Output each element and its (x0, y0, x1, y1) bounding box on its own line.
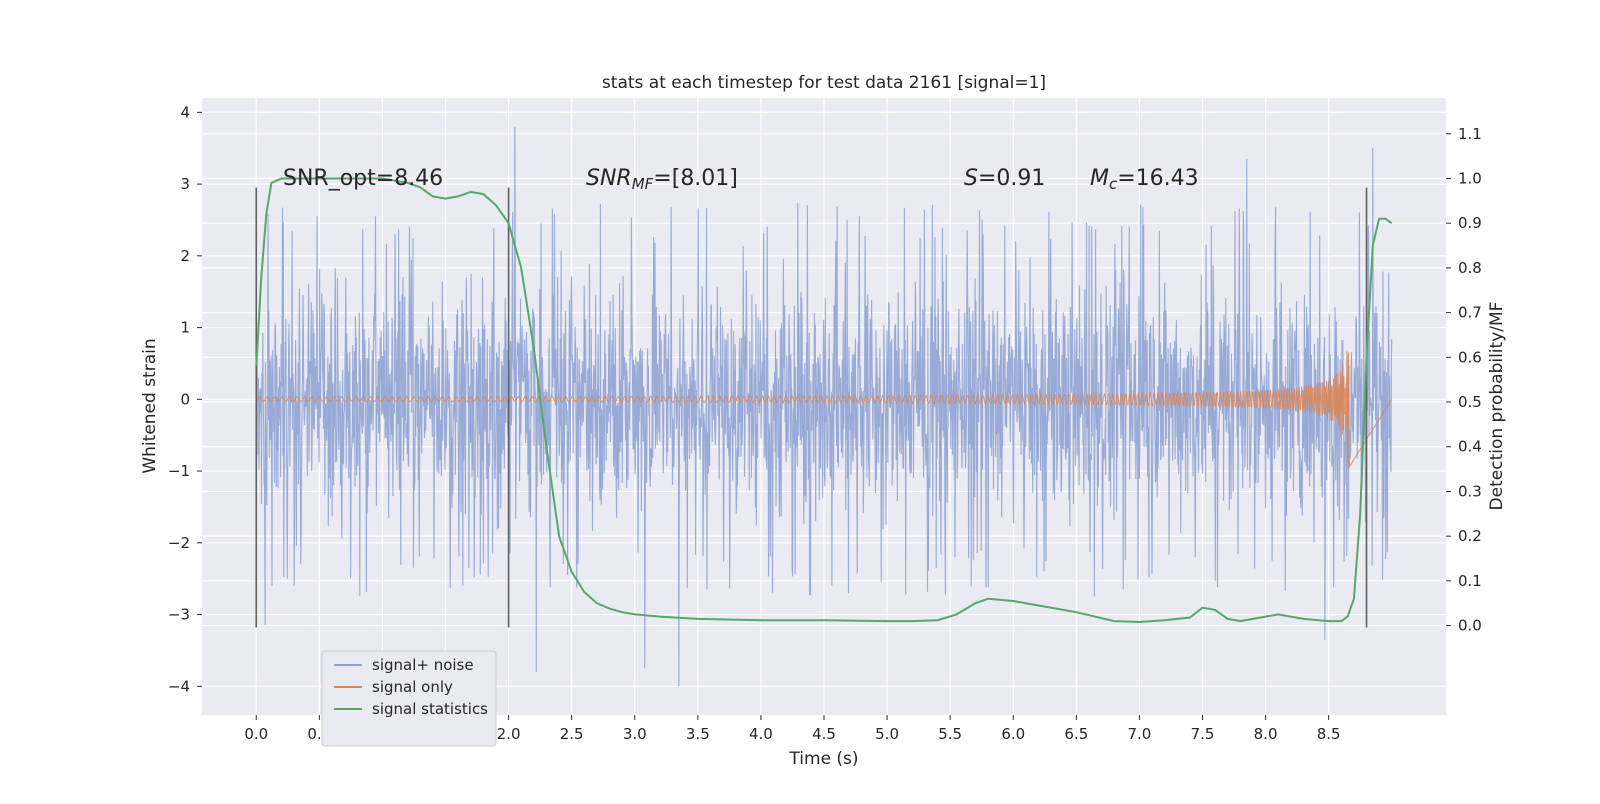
y2-tick-label-0.5: 0.5 (1458, 393, 1482, 411)
legend-label-signal-noise: signal+ noise (372, 656, 474, 674)
x-tick-label-8.5: 8.5 (1317, 725, 1341, 743)
y-tick-label--3: −3 (168, 606, 190, 624)
s-variable: S (964, 166, 978, 191)
mc-subscript: c (1109, 175, 1118, 193)
annotation-snr-mf: SNRMF=[8.01] (586, 166, 738, 193)
signal-noise-trace (255, 126, 1393, 687)
y-tick-label-1: 1 (180, 319, 190, 337)
series-signal-noise (255, 126, 1393, 687)
y2-ticks: 0.0 0.1 0.2 0.3 0.4 0.5 0.6 0.7 0.8 0.9 1.0 1.1 (1446, 125, 1482, 635)
y2-tick-label-1.0: 1.0 (1458, 169, 1482, 187)
s-value: =0.91 (978, 166, 1045, 191)
y2-tick-label-0.2: 0.2 (1458, 527, 1482, 545)
x-tick-label-6.5: 6.5 (1064, 725, 1088, 743)
y-ticks: −4 −3 −2 −1 0 1 2 3 4 (168, 103, 202, 695)
x-tick-label-7.0: 7.0 (1127, 725, 1151, 743)
x-ticks: 0.00.51.01.52.02.53.03.54.04.55.05.56.06… (244, 715, 1341, 743)
legend: signal+ noise signal only signal statist… (321, 650, 497, 747)
snr-mf-subscript: MF (632, 175, 654, 193)
x-tick-label-2.0: 2.0 (497, 725, 521, 743)
x-tick-label-8.0: 8.0 (1254, 725, 1278, 743)
y-tick-label--2: −2 (168, 534, 190, 552)
signal-only-trace (255, 351, 1393, 470)
y2-tick-label-0.7: 0.7 (1458, 304, 1482, 322)
y-tick-label-0: 0 (180, 390, 190, 408)
legend-label-signal-statistics: signal statistics (372, 700, 488, 718)
y2-tick-label-0.1: 0.1 (1458, 572, 1482, 590)
annotation-snr-opt: SNR_opt=8.46 (283, 166, 443, 191)
y-tick-label--4: −4 (168, 677, 190, 695)
snr-mf-prefix: SNR (586, 166, 632, 191)
vertical-markers (255, 187, 1368, 628)
series-signal-statistics (255, 177, 1393, 624)
chart-title: stats at each timestep for test data 216… (602, 73, 1046, 93)
y2-tick-label-0.3: 0.3 (1458, 482, 1482, 500)
x-tick-label-4.5: 4.5 (812, 725, 836, 743)
x-axis-label: Time (s) (788, 749, 858, 769)
signal-statistics-line (255, 177, 1393, 624)
x-tick-label-2.5: 2.5 (560, 725, 584, 743)
snr-mf-value: =[8.01] (653, 166, 738, 191)
y2-tick-label-0.6: 0.6 (1458, 348, 1482, 366)
series-signal-only (255, 351, 1393, 470)
y2-tick-label-0.0: 0.0 (1458, 617, 1482, 635)
x-tick-label-5.0: 5.0 (875, 725, 899, 743)
y-axis-label: Whitened strain (140, 338, 160, 473)
x-tick-label-7.5: 7.5 (1191, 725, 1215, 743)
y-tick-label-2: 2 (180, 247, 190, 265)
y2-tick-label-0.9: 0.9 (1458, 214, 1482, 232)
y-tick-label-4: 4 (180, 103, 190, 121)
x-tick-label-0.0: 0.0 (244, 725, 268, 743)
legend-label-signal-only: signal only (372, 678, 453, 696)
x-tick-label-5.5: 5.5 (938, 725, 962, 743)
y2-tick-label-0.8: 0.8 (1458, 259, 1482, 277)
x-tick-label-6.0: 6.0 (1001, 725, 1025, 743)
mc-variable: M (1090, 166, 1109, 191)
y2-tick-label-0.4: 0.4 (1458, 438, 1482, 456)
annotation-s: S=0.91 (964, 166, 1045, 191)
y2-axis-label: Detection probability/MF (1487, 302, 1507, 511)
x-tick-label-3.0: 3.0 (623, 725, 647, 743)
annotation-mc: Mc=16.43 (1090, 166, 1199, 193)
x-tick-label-3.5: 3.5 (686, 725, 710, 743)
legend-box (321, 650, 497, 747)
mc-value: =16.43 (1117, 166, 1198, 191)
y-tick-label--1: −1 (168, 462, 190, 480)
y2-tick-label-1.1: 1.1 (1458, 125, 1482, 143)
x-tick-label-4.0: 4.0 (749, 725, 773, 743)
y-tick-label-3: 3 (180, 175, 190, 193)
